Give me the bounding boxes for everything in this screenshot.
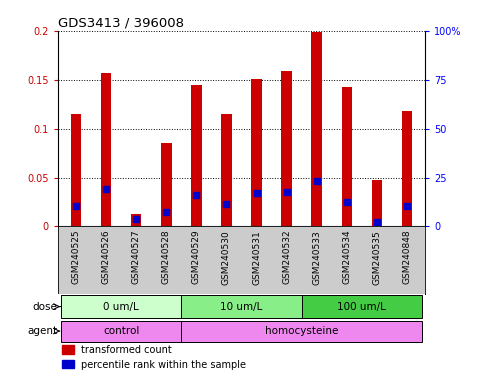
- FancyBboxPatch shape: [61, 295, 181, 318]
- Text: 0 um/L: 0 um/L: [103, 301, 139, 311]
- Bar: [71, 114, 81, 227]
- Text: GSM240533: GSM240533: [312, 230, 321, 285]
- Text: GSM240531: GSM240531: [252, 230, 261, 285]
- FancyBboxPatch shape: [181, 295, 302, 318]
- Text: GSM240534: GSM240534: [342, 230, 351, 285]
- Text: GSM240525: GSM240525: [71, 230, 81, 285]
- Text: dose: dose: [32, 301, 57, 311]
- Text: GSM240535: GSM240535: [372, 230, 382, 285]
- Text: GSM240527: GSM240527: [132, 230, 141, 285]
- Bar: [312, 32, 322, 227]
- Text: GSM240848: GSM240848: [402, 230, 412, 285]
- Legend: transformed count, percentile rank within the sample: transformed count, percentile rank withi…: [58, 341, 250, 374]
- Bar: [402, 111, 412, 227]
- Bar: [131, 214, 142, 227]
- Text: control: control: [103, 326, 139, 336]
- Text: GDS3413 / 396008: GDS3413 / 396008: [58, 17, 184, 30]
- FancyBboxPatch shape: [61, 321, 181, 341]
- Bar: [101, 73, 112, 227]
- FancyBboxPatch shape: [302, 295, 422, 318]
- Text: agent: agent: [27, 326, 57, 336]
- Text: 100 um/L: 100 um/L: [338, 301, 386, 311]
- Bar: [282, 71, 292, 227]
- Bar: [161, 143, 171, 227]
- Text: GSM240530: GSM240530: [222, 230, 231, 285]
- Bar: [341, 88, 352, 227]
- Text: GSM240532: GSM240532: [282, 230, 291, 285]
- Text: GSM240529: GSM240529: [192, 230, 201, 285]
- FancyBboxPatch shape: [181, 321, 422, 341]
- Text: homocysteine: homocysteine: [265, 326, 339, 336]
- Bar: [191, 84, 201, 227]
- Text: GSM240526: GSM240526: [101, 230, 111, 285]
- Text: GSM240528: GSM240528: [162, 230, 171, 285]
- Bar: [221, 114, 232, 227]
- Bar: [251, 79, 262, 227]
- Text: 10 um/L: 10 um/L: [220, 301, 263, 311]
- Bar: [371, 180, 382, 227]
